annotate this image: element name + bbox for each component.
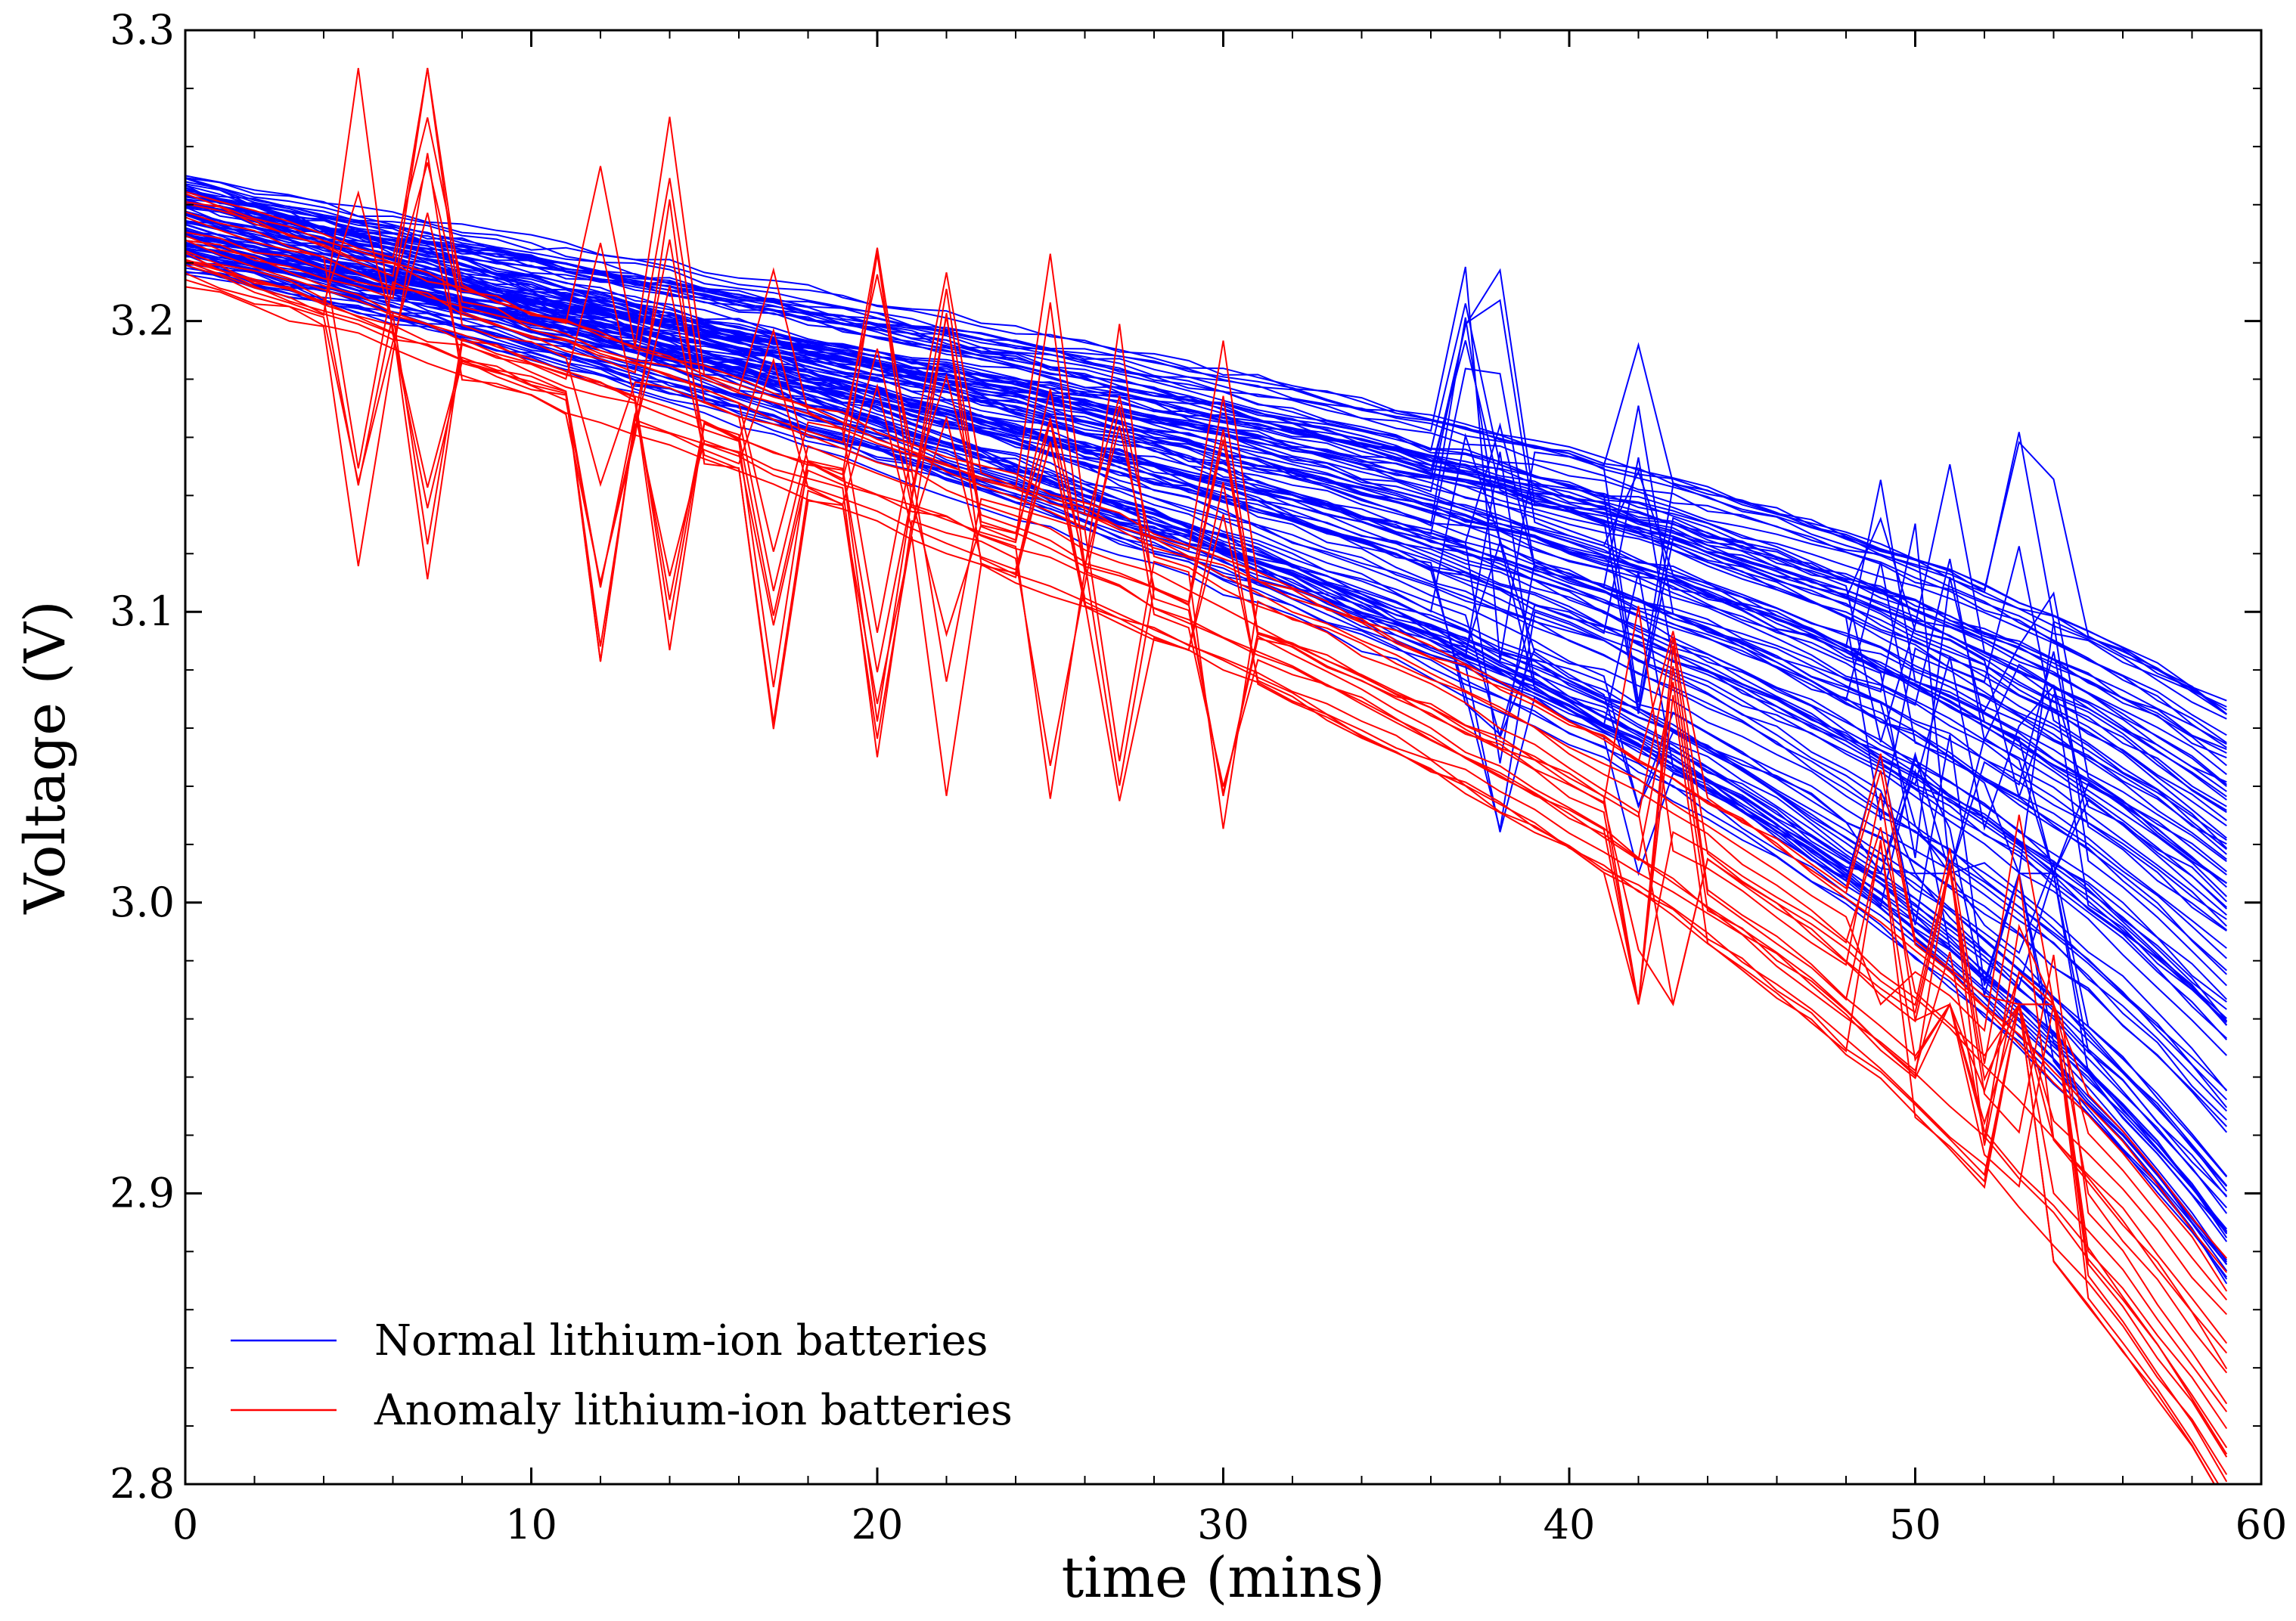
normal-battery-series-75 bbox=[185, 242, 2227, 800]
y-tick-label: 3.3 bbox=[110, 6, 175, 54]
x-tick-label: 60 bbox=[2235, 1501, 2288, 1548]
anomaly-battery-series-13 bbox=[185, 67, 2228, 1412]
normal-battery-series-94 bbox=[185, 186, 2227, 851]
normal-battery-series-13 bbox=[185, 264, 2227, 1022]
y-tick-label: 2.9 bbox=[110, 1169, 175, 1217]
anomaly-battery-series-16 bbox=[185, 190, 2228, 1344]
normal-battery-series-82 bbox=[185, 189, 2227, 720]
normal-battery-series-93 bbox=[185, 260, 2227, 908]
anomaly-battery-series-11 bbox=[185, 253, 2228, 1354]
x-tick-label: 50 bbox=[1889, 1501, 1941, 1548]
anomaly-battery-series-17 bbox=[185, 178, 2228, 1483]
anomaly-battery-series-4 bbox=[185, 162, 2228, 1259]
anomaly-battery-series-19 bbox=[185, 239, 2228, 1449]
legend-label-anomaly: Anomaly lithium-ion batteries bbox=[374, 1386, 1013, 1435]
y-tick-label: 3.1 bbox=[110, 587, 175, 635]
y-tick-label: 3.0 bbox=[110, 879, 175, 926]
x-tick-label: 10 bbox=[505, 1501, 557, 1548]
anomaly-battery-series-15 bbox=[185, 259, 2216, 1484]
y-axis-label: Voltage (V) bbox=[13, 600, 78, 915]
anomaly-battery-series-14 bbox=[185, 261, 2216, 1484]
anomaly-battery-series-8 bbox=[185, 216, 2228, 1273]
anomaly-battery-series-6 bbox=[185, 250, 2228, 1374]
x-tick-label: 40 bbox=[1544, 1501, 1596, 1548]
normal-battery-series-61 bbox=[185, 207, 2227, 715]
normal-battery-series-46 bbox=[185, 177, 2227, 860]
legend: Normal lithium-ion batteries Anomaly lit… bbox=[231, 1316, 1013, 1435]
normal-battery-series-99 bbox=[185, 197, 2228, 1263]
normal-battery-series-39 bbox=[185, 214, 2228, 1056]
x-tick-label: 0 bbox=[172, 1501, 198, 1548]
x-axis-label: time (mins) bbox=[1061, 1545, 1385, 1610]
normal-battery-series-78 bbox=[185, 246, 2227, 783]
anomaly-battery-series-12 bbox=[185, 67, 2228, 1455]
normal-battery-series-68 bbox=[185, 212, 2228, 1101]
plot-frame bbox=[184, 29, 2263, 1486]
normal-battery-series-98 bbox=[185, 235, 2227, 855]
y-tick-label: 2.8 bbox=[110, 1460, 175, 1508]
series-layer bbox=[185, 67, 2228, 1484]
x-tick-label: 30 bbox=[1197, 1501, 1249, 1548]
normal-battery-series-95 bbox=[185, 181, 2227, 910]
normal-battery-series-41 bbox=[185, 204, 2227, 811]
normal-battery-series-100 bbox=[185, 222, 2227, 972]
normal-battery-series-35 bbox=[185, 267, 2228, 1127]
y-tick-label: 3.2 bbox=[110, 297, 175, 345]
normal-battery-series-63 bbox=[185, 206, 2228, 897]
normal-battery-series-73 bbox=[185, 202, 2227, 975]
anomaly-battery-series-20 bbox=[185, 239, 2220, 1484]
normal-battery-series-67 bbox=[185, 200, 2228, 1092]
x-tick-label: 20 bbox=[852, 1501, 904, 1548]
legend-label-normal: Normal lithium-ion batteries bbox=[374, 1316, 988, 1365]
normal-battery-series-89 bbox=[185, 235, 2227, 807]
normal-battery-series-97 bbox=[185, 189, 2227, 827]
labels-layer: 0 10 20 30 40 50 60 2.8 2.9 3.0 3.1 3.2 3.3 bbox=[110, 6, 2287, 1548]
normal-battery-series-74 bbox=[185, 231, 2227, 798]
normal-battery-series-91 bbox=[185, 191, 2228, 849]
normal-battery-series-47 bbox=[185, 234, 2228, 1233]
normal-battery-series-79 bbox=[185, 223, 2228, 1026]
